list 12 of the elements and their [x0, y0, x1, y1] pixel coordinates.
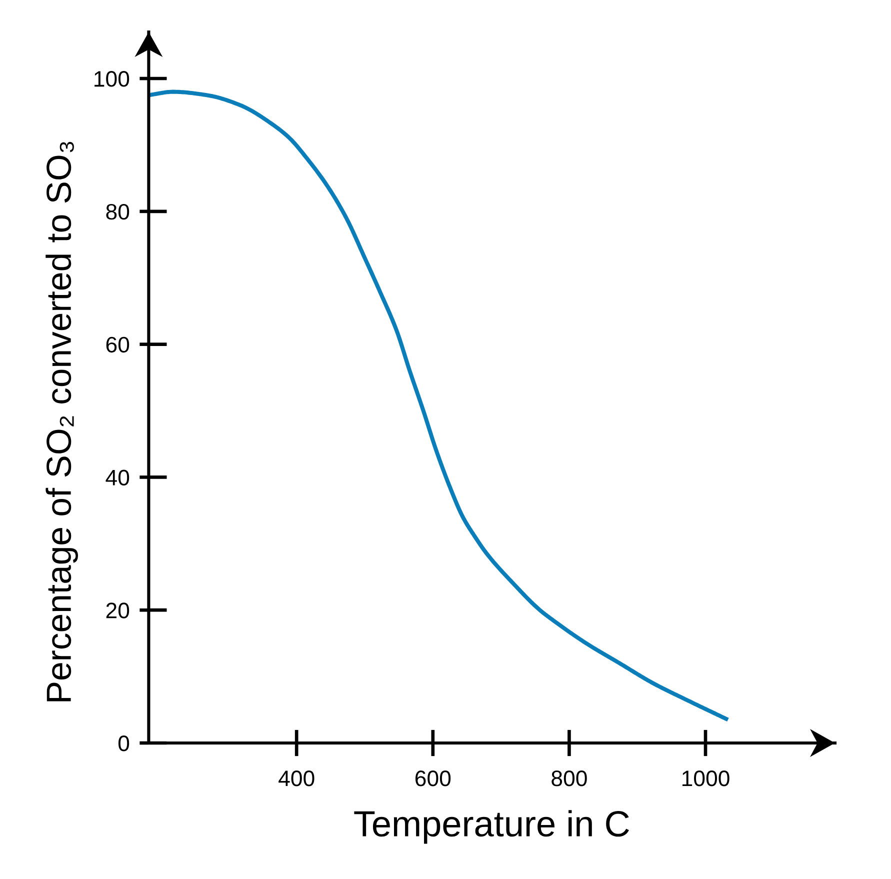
y-tick-label: 0	[118, 736, 130, 752]
y-tick-label: 100	[94, 71, 130, 87]
y-tick-label: 20	[106, 602, 130, 618]
x-tick-label: 600	[415, 770, 451, 786]
y-axis-title: Percentage of SO₂ converted to SO₃	[46, 142, 78, 702]
x-tick-label: 1000	[682, 770, 730, 786]
y-tick-label: 40	[106, 470, 130, 486]
y-tick-label: 80	[106, 204, 130, 220]
x-tick-label: 400	[278, 770, 314, 786]
x-axis-title: Temperature in C	[354, 810, 629, 844]
x-tick-label: 800	[552, 770, 587, 786]
y-tick-label: 60	[106, 336, 130, 353]
